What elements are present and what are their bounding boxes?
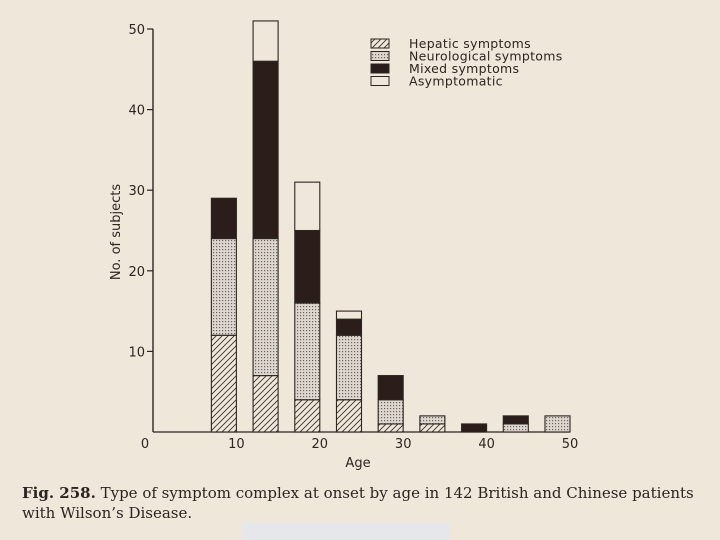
- y-tick-label: 10: [128, 345, 145, 360]
- bar-segment: [294, 181, 321, 232]
- legend-label: Hepatic symptoms: [409, 36, 531, 51]
- bar-segment: [210, 238, 237, 336]
- legend-swatch: [370, 76, 390, 86]
- figure-label: Fig. 258.: [22, 484, 96, 502]
- bar-segment: [252, 375, 279, 433]
- bar-segment: [294, 302, 321, 401]
- bar-segment: [419, 415, 446, 425]
- x-tick-label: 10: [228, 437, 245, 452]
- bar-segment: [502, 423, 529, 433]
- bar-segment: [335, 310, 363, 320]
- bar-segment: [252, 238, 279, 377]
- bar-segment: [377, 399, 404, 425]
- x-tick-label: 40: [478, 437, 495, 452]
- bar-segment: [377, 423, 404, 433]
- bar-segment: [294, 399, 321, 433]
- x-tick-label: 20: [312, 437, 329, 452]
- bar-segment: [252, 20, 279, 62]
- bar-segment: [544, 415, 571, 433]
- stacked-bar-chart: 10 20 30 40 50 0 10 20 30 40 50 Hepatic symptomsNe…: [109, 20, 579, 471]
- bar-segment: [210, 334, 237, 433]
- legend-swatch: [370, 38, 390, 49]
- bar-segment: [335, 318, 363, 336]
- y-tick-label: 20: [128, 265, 145, 280]
- x-tick-label: 30: [395, 437, 412, 452]
- bar-segment: [335, 399, 363, 433]
- y-tick-label: 50: [128, 23, 145, 38]
- bar-segment: [377, 375, 404, 401]
- blank-footer-box: [242, 522, 450, 540]
- x-tick-label: 0: [141, 437, 149, 452]
- caption-text: Type of symptom complex at onset by age …: [22, 484, 694, 522]
- bars-group: [210, 20, 571, 433]
- y-tick-label: 40: [128, 104, 145, 119]
- bar-segment: [252, 60, 279, 240]
- legend-label: Mixed symptoms: [409, 61, 519, 76]
- y-tick-label: 30: [128, 184, 145, 199]
- x-tick-label: 50: [562, 437, 579, 452]
- legend-swatch: [370, 51, 390, 61]
- bar-segment: [502, 415, 529, 425]
- legend-label: Neurological symptoms: [409, 49, 563, 64]
- figure-caption: Fig. 258. Type of symptom complex at ons…: [22, 483, 712, 523]
- bar-segment: [294, 229, 321, 304]
- bar-segment: [335, 334, 363, 401]
- y-axis-title: No. of subjects: [109, 184, 124, 280]
- legend-label: Asymptomatic: [409, 74, 503, 89]
- legend-swatch: [370, 63, 390, 74]
- bar-segment: [461, 423, 488, 433]
- x-axis-title: Age: [345, 456, 370, 471]
- bar-segment: [210, 197, 237, 240]
- bar-segment: [419, 423, 446, 433]
